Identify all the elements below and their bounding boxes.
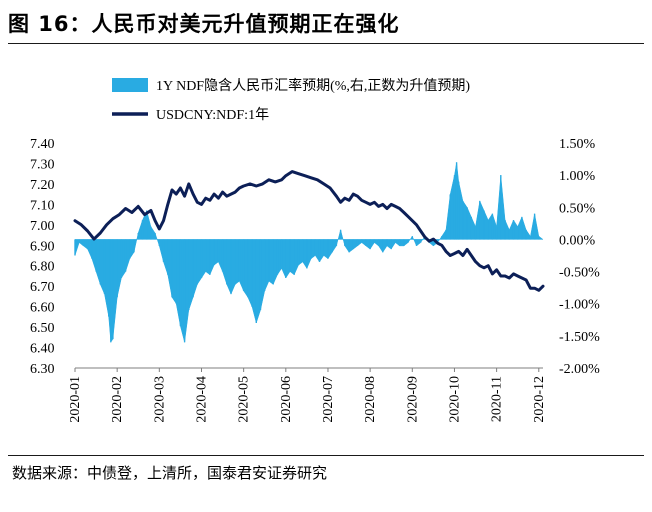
x-tick-label: 2020-08 [363, 376, 378, 423]
y-right-tick-label: 0.50% [559, 201, 596, 216]
title-underline [8, 43, 644, 44]
fx-expectation-chart: 1Y NDF隐含人民币汇率预期(%,右,正数为升值预期) USDCNY:NDF:… [30, 77, 600, 423]
y-left-tick-label: 6.60 [30, 301, 55, 316]
y-left-tick-label: 6.40 [30, 342, 55, 357]
y-left-tick-label: 7.40 [30, 137, 55, 152]
usdcny-line-group [73, 170, 545, 292]
x-tick-label: 2020-06 [279, 376, 294, 423]
legend-label-line: USDCNY:NDF:1年 [156, 107, 269, 123]
y-left-tick-label: 6.30 [30, 362, 55, 377]
x-tick-label: 2020-09 [405, 376, 420, 423]
x-tick-label: 2020-07 [321, 376, 336, 423]
y-right-tick-label: -2.00% [559, 362, 600, 377]
page-title: 图 16：人民币对美元升值预期正在强化 [8, 12, 400, 36]
y-right-tick-label: -1.00% [559, 298, 600, 313]
y-right-tick-label: 0.00% [559, 233, 596, 248]
y-left-tick-label: 7.00 [30, 219, 55, 234]
x-tick-label: 2020-04 [194, 376, 209, 423]
data-source: 数据来源：中债登，上清所，国泰君安证券研究 [12, 464, 328, 482]
chart-axes: 7.40 7.30 7.20 7.10 7.00 6.90 6.80 6.70 6.60 6.50… [30, 137, 600, 423]
x-tick-label: 2020-10 [447, 376, 462, 423]
x-tick-label: 2020-05 [237, 376, 252, 423]
y-left-tick-label: 6.90 [30, 239, 55, 254]
expectation-bar-area [74, 162, 544, 344]
y-right-tick-label: -1.50% [559, 330, 600, 345]
y-left-tick-label: 6.80 [30, 260, 55, 275]
y-right-tick-label: 1.00% [559, 169, 596, 184]
y-left-tick-label: 7.20 [30, 178, 55, 193]
y-left-tick-label: 7.30 [30, 157, 55, 172]
legend-swatch-bar [112, 78, 148, 92]
x-tick-label: 2020-01 [68, 376, 83, 423]
x-tick-label: 2020-02 [110, 376, 125, 423]
expectation-bars [74, 162, 544, 344]
y-right-tick-label: -0.50% [559, 266, 600, 281]
x-tick-label: 2020-03 [152, 376, 167, 423]
chart-legend: 1Y NDF隐含人民币汇率预期(%,右,正数为升值预期) USDCNY:NDF:… [112, 77, 470, 123]
y-left-tick-label: 6.50 [30, 321, 55, 336]
source-rule [8, 455, 644, 456]
y-left-tick-label: 7.10 [30, 198, 55, 213]
y-right-tick-label: 1.50% [559, 137, 596, 152]
usdcny-ndf-line [73, 170, 545, 292]
legend-label-bar: 1Y NDF隐含人民币汇率预期(%,右,正数为升值预期) [156, 77, 470, 94]
x-tick-label: 2020-12 [532, 376, 547, 423]
y-left-tick-label: 6.70 [30, 280, 55, 295]
x-tick-label: 2020-11 [490, 376, 505, 422]
